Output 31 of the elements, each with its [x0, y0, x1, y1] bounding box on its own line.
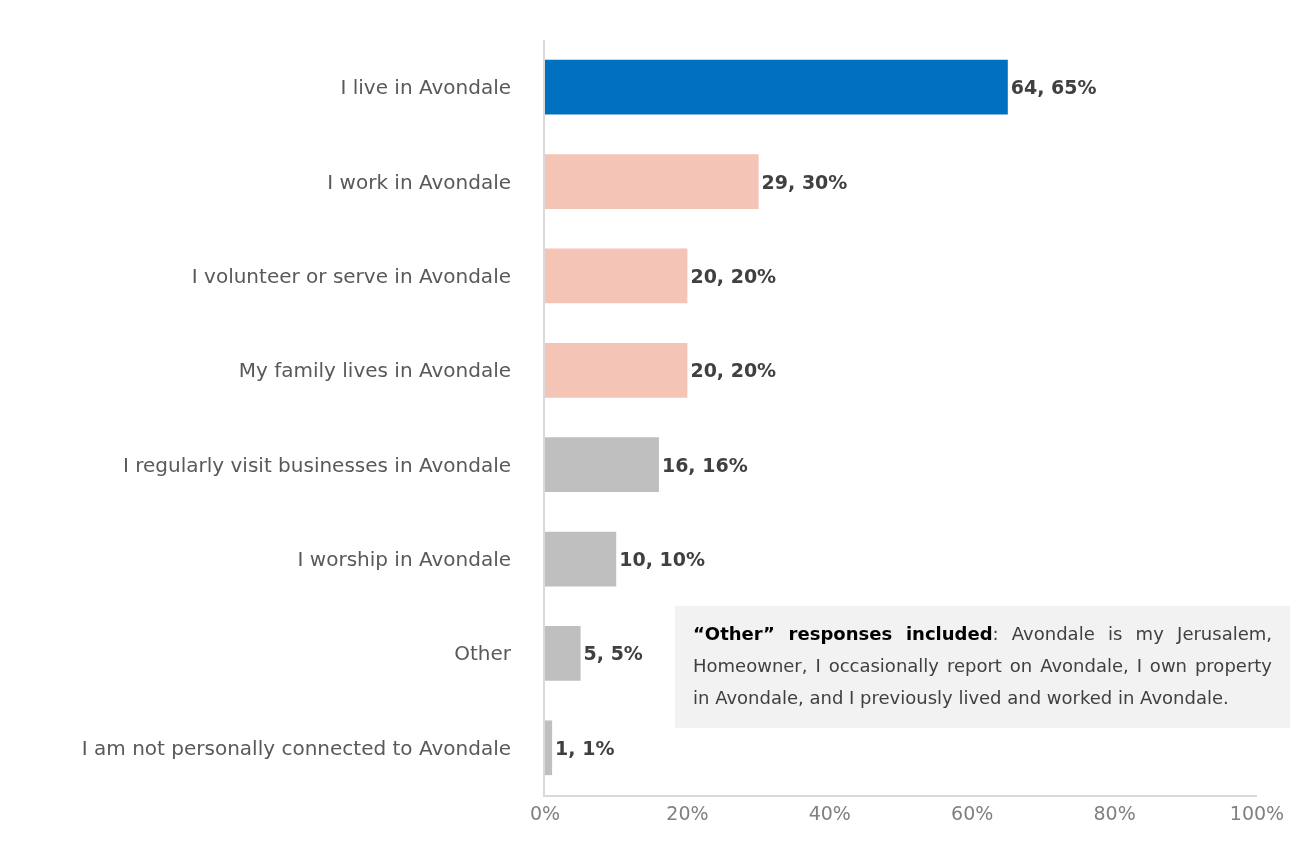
x-tick-label: 40% [808, 801, 851, 824]
y-tick-label: I regularly visit businesses in Avondale [123, 452, 511, 477]
data-label: 20, 20% [690, 359, 777, 382]
y-tick-label: I am not personally connected to Avondale [81, 735, 511, 760]
bar [545, 531, 617, 587]
y-tick-label: I live in Avondale [340, 75, 511, 100]
bar [545, 437, 659, 493]
bar [545, 154, 759, 209]
bar [545, 626, 581, 681]
annotation: “Other” responses included: Avondale is my Jerusalem, Homeowner, I occasionally report on Avondale, I own property in Avondale, and I previously lived and worked in Avondale. [693, 623, 1272, 708]
y-tick-label: My family lives in Avondale [238, 358, 511, 383]
data-label: 20, 20% [690, 264, 777, 287]
bar [545, 248, 688, 304]
bar [545, 720, 553, 776]
data-label: 29, 30% [761, 170, 848, 193]
y-tick-label: I work in Avondale [327, 169, 511, 194]
x-tick-label: 20% [666, 801, 709, 824]
data-label: 10, 10% [619, 548, 705, 571]
y-tick-label: I volunteer or serve in Avondale [191, 263, 511, 288]
y-tick-label: I worship in Avondale [297, 547, 511, 572]
y-tick-label: Other [454, 641, 512, 666]
data-label: 64, 65% [1010, 76, 1097, 99]
x-tick-label: 60% [951, 801, 994, 824]
data-label: 5, 5% [583, 642, 643, 665]
bar [545, 59, 1008, 115]
bar [545, 342, 688, 398]
x-tick-label: 0% [529, 801, 561, 824]
x-tick-label: 100% [1229, 801, 1285, 824]
x-tick-label: 80% [1093, 801, 1136, 824]
data-label: 16, 16% [661, 453, 748, 476]
data-label: 1, 1% [555, 736, 615, 759]
